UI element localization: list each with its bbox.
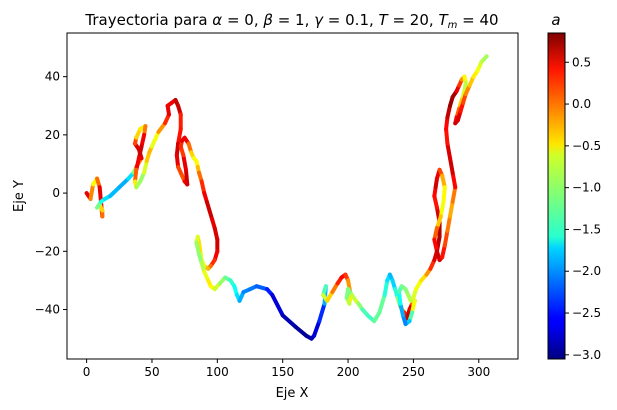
trajectory-segment xyxy=(88,182,96,201)
colorbar-label: a xyxy=(551,11,560,29)
x-tick-label: 300 xyxy=(467,365,490,379)
trajectory-segment xyxy=(482,54,489,62)
plot-area-frame xyxy=(66,32,519,360)
trajectory-segment xyxy=(489,50,492,53)
trajectory-segment xyxy=(293,324,309,338)
trajectory-segment xyxy=(382,278,390,297)
trajectory-segment xyxy=(270,292,285,318)
trajectory-segment xyxy=(441,185,447,204)
x-axis-label: Eje X xyxy=(276,386,309,401)
colorbar-tick-label: −1.5 xyxy=(572,222,601,236)
y-tick-label: 40 xyxy=(45,70,60,84)
trajectory-segment xyxy=(434,214,443,231)
trajectory-segment xyxy=(176,127,183,146)
colorbar-tick-label: −1.0 xyxy=(572,181,601,195)
trajectory-segment xyxy=(108,185,122,198)
x-axis-ticks: 0 50 100 150 200 250 300 xyxy=(83,359,490,379)
trajectory-segment xyxy=(117,176,131,190)
trajectory-segment xyxy=(450,170,458,190)
trajectory-segment xyxy=(183,167,190,187)
trajectory-segment xyxy=(280,313,298,329)
colorbar-tick-label: 0.0 xyxy=(572,97,591,111)
trajectory-segment xyxy=(450,185,458,204)
colorbar-tick-label: 0.5 xyxy=(572,55,591,69)
x-tick-label: 150 xyxy=(271,365,294,379)
y-tick-label: −20 xyxy=(35,244,60,258)
trajectory-segment xyxy=(448,156,455,175)
y-axis-label: Eje Y xyxy=(12,180,27,212)
y-tick-label: 20 xyxy=(45,128,60,142)
trajectory-segment xyxy=(181,153,188,172)
trajectory-segment xyxy=(494,48,497,51)
trajectory-segment xyxy=(438,199,446,219)
trajectory-segment xyxy=(444,127,450,146)
x-tick-label: 200 xyxy=(337,365,360,379)
trajectory-segment xyxy=(312,319,322,338)
colorbar-ticks: 0.5 0.0 −0.5 −1.0 −1.5 −2.0 −2.5 −3.0 xyxy=(565,55,601,362)
x-tick-label: 50 xyxy=(144,365,159,379)
colorbar-tick-label: −0.5 xyxy=(572,139,601,153)
trajectory-segment xyxy=(97,185,103,204)
trajectory-series xyxy=(84,48,497,341)
trajectory-segment xyxy=(442,228,450,248)
trajectory-segment xyxy=(445,141,453,161)
y-tick-label: 0 xyxy=(52,186,60,200)
trajectory-segment xyxy=(317,301,327,324)
colorbar xyxy=(547,32,566,360)
chart-title: Trayectoria para α = 0, β = 1, γ = 0.1, … xyxy=(84,11,498,31)
colorbar-tick-label: −2.5 xyxy=(572,306,601,320)
colorbar-tick-label: −2.0 xyxy=(572,264,601,278)
x-tick-label: 0 xyxy=(83,365,91,379)
x-tick-label: 250 xyxy=(402,365,425,379)
y-tick-label: −40 xyxy=(35,303,60,317)
colorbar-tick-label: −3.0 xyxy=(572,348,601,362)
y-axis-ticks: −40 −20 0 20 40 xyxy=(35,70,67,317)
trajectory-segment xyxy=(377,292,387,315)
x-tick-label: 100 xyxy=(206,365,229,379)
trajectory-segment xyxy=(448,199,455,219)
trajectory-segment xyxy=(445,214,453,233)
